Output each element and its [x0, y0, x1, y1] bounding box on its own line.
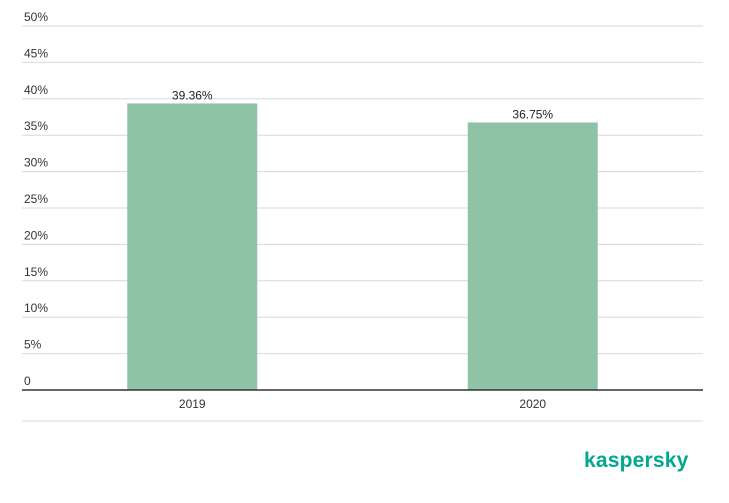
y-tick-label: 15%	[24, 265, 48, 279]
y-tick-label: 25%	[24, 192, 48, 206]
y-tick-label: 5%	[24, 338, 42, 352]
y-tick-label: 35%	[24, 119, 48, 133]
x-tick-label: 2019	[179, 397, 206, 411]
bar-2020	[467, 122, 598, 391]
data-label: 39.36%	[172, 88, 213, 102]
labels: 0 5% 10% 15% 20% 25% 30% 35% 40% 45% 50% 39.36% 2019…	[22, 10, 703, 411]
bars	[127, 103, 598, 391]
y-tick-label: 45%	[24, 46, 48, 60]
y-tick-label: 40%	[24, 83, 48, 97]
kaspersky-logo: kaspersky	[584, 449, 689, 472]
y-tick-label: 20%	[24, 228, 48, 242]
y-tick-label: 10%	[24, 301, 48, 315]
y-tick-label: 30%	[24, 156, 48, 170]
data-label: 36.75%	[512, 107, 553, 121]
y-tick-label: 50%	[24, 10, 48, 24]
y-tick-label: 0	[24, 374, 31, 388]
gridlines	[22, 25, 703, 422]
bar-2019	[127, 103, 258, 390]
x-tick-label: 2020	[519, 397, 546, 411]
